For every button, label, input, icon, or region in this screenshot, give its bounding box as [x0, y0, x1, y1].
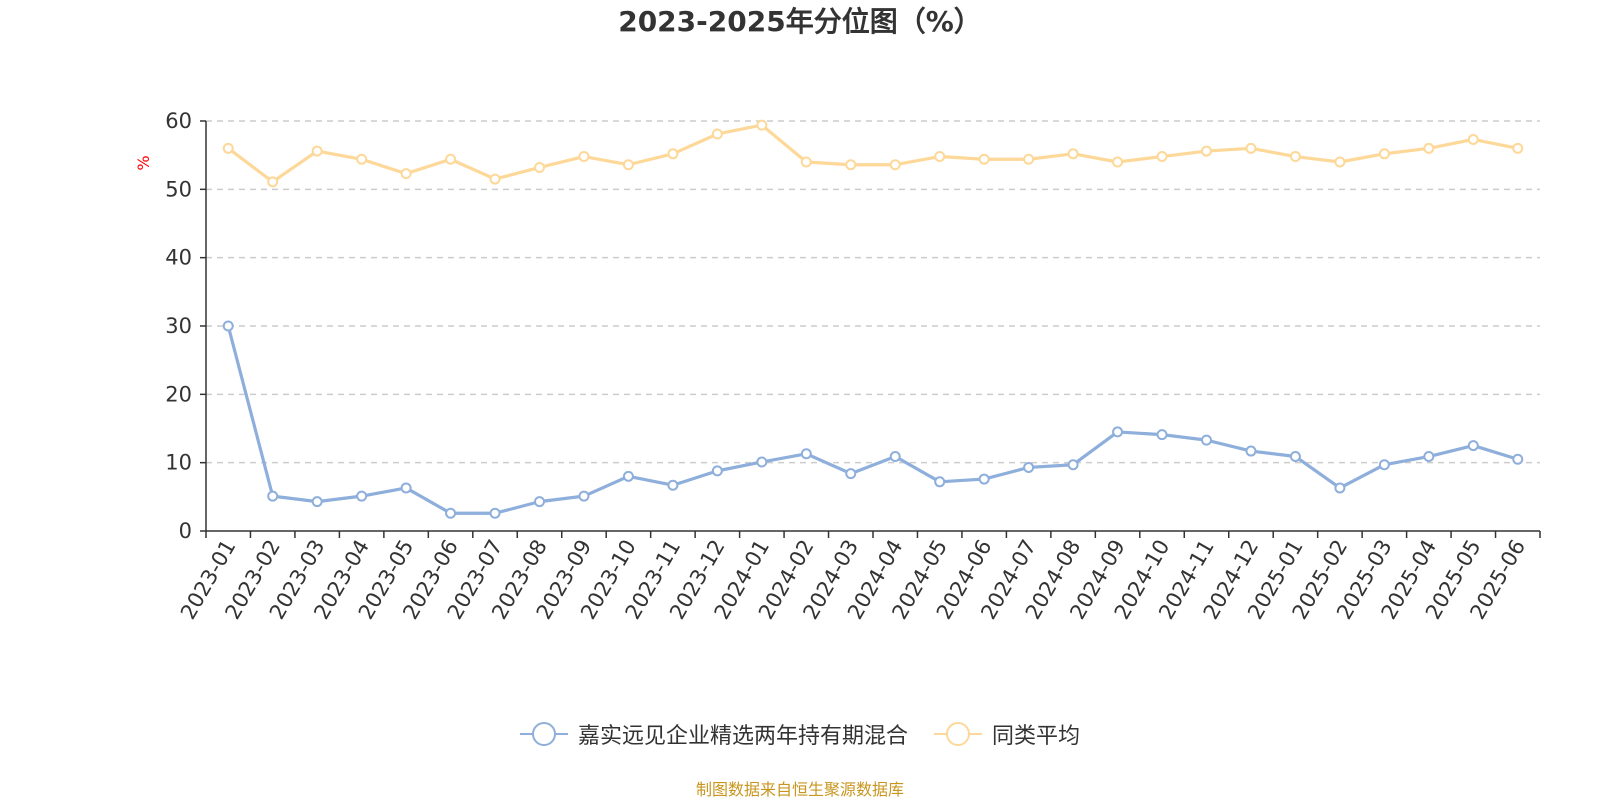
legend-label-fund: 嘉实远见企业精选两年持有期混合	[577, 724, 908, 749]
data-point-1-2023-10	[622, 159, 634, 171]
y-tick-label-50: 50	[165, 177, 192, 201]
data-point-0-2024-11	[1201, 434, 1212, 446]
y-tick-label-40: 40	[165, 246, 192, 270]
data-point-1-2024-08	[1067, 148, 1079, 160]
chart-title: 2023-2025年分位图（%）	[618, 5, 982, 38]
data-point-1-2025-02	[1334, 156, 1346, 168]
data-point-1-2023-07	[489, 173, 501, 185]
data-point-1-2024-06	[978, 153, 990, 165]
data-point-0-2025-06	[1512, 453, 1524, 465]
data-point-0-2023-01	[222, 320, 234, 332]
data-point-0-2024-09	[1112, 426, 1124, 438]
y-axis-unit-label: %	[134, 155, 153, 170]
legend-marker-fund-icon	[519, 722, 568, 746]
data-point-1-2024-01	[756, 119, 768, 131]
data-point-1-2023-04	[356, 153, 368, 165]
data-point-0-2024-10	[1156, 429, 1168, 441]
data-point-1-2023-06	[445, 153, 457, 165]
data-point-1-2023-11	[667, 148, 679, 160]
data-point-0-2024-05	[934, 476, 946, 488]
data-point-1-2023-08	[534, 161, 545, 173]
y-tick-label-60: 60	[165, 109, 192, 133]
data-point-1-2023-03	[311, 145, 323, 157]
data-point-1-2024-10	[1156, 151, 1168, 163]
data-point-1-2025-01	[1289, 151, 1301, 163]
data-point-1-2023-02	[267, 176, 279, 188]
tick-labels: 0102030405060%2023-012023-022023-032023-…	[134, 109, 1530, 623]
data-point-0-2023-09	[578, 490, 590, 502]
data-point-1-2024-07	[1023, 153, 1035, 165]
series-line-0	[226, 324, 1520, 515]
y-tick-label-20: 20	[165, 382, 192, 406]
data-point-1-2024-09	[1112, 156, 1124, 168]
series-line-1	[226, 123, 1520, 184]
legend-item-fund[interactable]: 嘉实远见企业精选两年持有期混合	[519, 718, 908, 750]
data-point-0-2024-02	[800, 448, 812, 460]
data-point-1-2023-05	[400, 168, 412, 180]
data-point-0-2024-06	[978, 473, 990, 485]
data-point-1-2024-04	[889, 159, 901, 171]
legend-marker-average-icon	[934, 722, 982, 746]
data-point-0-2023-10	[622, 470, 634, 482]
data-point-0-2023-07	[489, 507, 501, 519]
data-point-0-2023-08	[534, 496, 545, 508]
source-note: 制图数据来自恒生聚源数据库	[695, 780, 904, 799]
data-point-0-2024-03	[845, 468, 857, 480]
y-tick-label-0: 0	[179, 519, 192, 543]
data-point-1-2025-04	[1423, 142, 1435, 154]
data-point-0-2025-05	[1467, 440, 1479, 452]
data-point-1-2023-12	[711, 128, 723, 140]
grid-lines	[206, 120, 1540, 464]
data-point-1-2024-12	[1245, 142, 1257, 154]
data-point-1-2024-02	[800, 156, 812, 168]
data-point-0-2025-04	[1423, 451, 1435, 463]
data-point-0-2023-03	[311, 496, 323, 508]
data-point-0-2025-01	[1289, 451, 1301, 463]
data-point-1-2025-03	[1378, 148, 1390, 160]
data-points	[222, 119, 1524, 519]
data-point-0-2023-04	[356, 490, 368, 502]
legend-item-average[interactable]: 同类平均	[934, 718, 1080, 750]
data-point-0-2024-12	[1245, 445, 1257, 457]
series-lines	[226, 123, 1520, 515]
data-point-0-2023-11	[667, 479, 679, 491]
y-tick-label-30: 30	[165, 314, 192, 338]
data-point-0-2023-06	[445, 507, 457, 519]
data-point-0-2024-04	[889, 451, 901, 463]
data-point-1-2025-06	[1512, 142, 1524, 154]
y-tick-label-10: 10	[165, 451, 192, 475]
data-point-1-2024-11	[1201, 145, 1212, 157]
data-point-1-2024-05	[934, 151, 946, 163]
data-point-1-2024-03	[845, 159, 857, 171]
data-point-1-2023-01	[222, 142, 234, 154]
data-point-0-2024-08	[1067, 459, 1079, 471]
data-point-0-2023-02	[267, 490, 279, 502]
legend: 嘉实远见企业精选两年持有期混合 同类平均	[0, 718, 1600, 750]
data-point-0-2024-01	[756, 456, 768, 468]
axes	[200, 120, 1541, 538]
legend-label-average: 同类平均	[992, 724, 1081, 749]
data-point-0-2024-07	[1023, 461, 1035, 473]
data-point-0-2025-03	[1378, 459, 1390, 471]
data-point-1-2025-05	[1467, 133, 1479, 145]
data-point-0-2025-02	[1334, 482, 1346, 494]
data-point-1-2023-09	[578, 151, 590, 163]
data-point-0-2023-12	[711, 465, 723, 477]
data-point-0-2023-05	[400, 482, 412, 494]
